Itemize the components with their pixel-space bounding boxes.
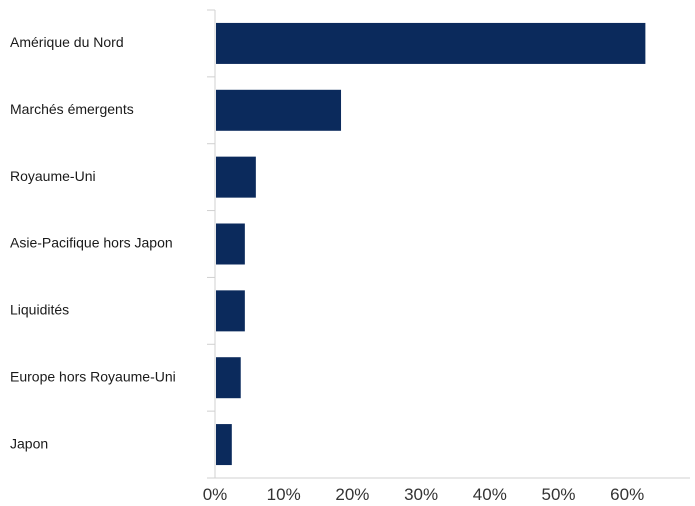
category-label: Asie-Pacifique hors Japon xyxy=(10,235,173,251)
bar xyxy=(216,424,232,466)
x-tick-label: 30% xyxy=(404,485,438,504)
x-tick-label: 60% xyxy=(610,485,644,504)
bar xyxy=(216,89,342,131)
bar xyxy=(216,223,245,265)
tick-labels-layer: 0% 10% 20% 30% 40% 50% 60% xyxy=(203,485,645,504)
category-label: Liquidités xyxy=(10,302,69,318)
x-tick-label: 20% xyxy=(335,485,369,504)
axis-layer xyxy=(207,9,690,479)
bar xyxy=(216,156,256,198)
category-label: Japon xyxy=(10,435,48,451)
bar xyxy=(216,22,646,64)
bar xyxy=(216,357,241,399)
bar xyxy=(216,290,245,332)
x-tick-label: 50% xyxy=(541,485,575,504)
category-label: Amérique du Nord xyxy=(10,34,124,50)
x-tick-label: 40% xyxy=(473,485,507,504)
category-labels-layer: Amérique du Nord Marchés émergents Royaume… xyxy=(10,34,176,451)
x-tick-label: 10% xyxy=(267,485,301,504)
x-tick-label: 0% xyxy=(203,485,228,504)
category-label: Marchés émergents xyxy=(10,101,134,117)
bars-layer xyxy=(216,22,646,466)
category-label: Europe hors Royaume-Uni xyxy=(10,368,176,384)
category-label: Royaume-Uni xyxy=(10,168,96,184)
